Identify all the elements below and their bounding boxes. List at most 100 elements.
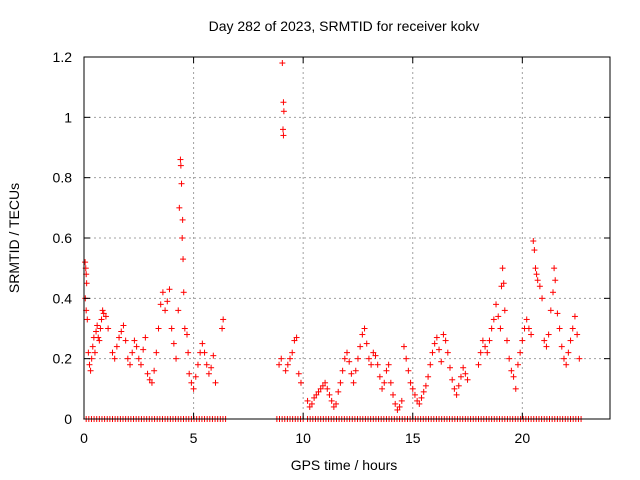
data-point bbox=[550, 289, 557, 296]
data-point bbox=[464, 376, 471, 383]
data-point bbox=[157, 301, 164, 308]
data-point bbox=[118, 328, 125, 335]
data-point bbox=[98, 316, 105, 323]
data-point bbox=[405, 367, 412, 374]
data-point bbox=[508, 367, 515, 374]
data-point bbox=[429, 349, 436, 356]
data-point bbox=[484, 349, 491, 356]
data-point bbox=[403, 355, 410, 362]
data-point bbox=[324, 385, 331, 392]
data-point bbox=[144, 370, 151, 377]
data-point bbox=[194, 361, 201, 368]
data-point bbox=[280, 108, 287, 115]
data-point bbox=[363, 340, 370, 347]
data-point bbox=[289, 349, 296, 356]
data-point bbox=[192, 373, 199, 380]
data-point bbox=[279, 60, 286, 67]
data-point bbox=[442, 337, 449, 344]
data-point bbox=[498, 283, 505, 290]
data-point bbox=[297, 379, 304, 386]
data-point bbox=[346, 358, 353, 365]
data-point bbox=[203, 361, 210, 368]
data-point bbox=[94, 322, 101, 329]
data-point bbox=[385, 361, 392, 368]
data-point bbox=[482, 343, 489, 350]
data-point bbox=[352, 367, 359, 374]
data-point bbox=[293, 334, 300, 341]
data-point bbox=[133, 343, 140, 350]
data-point bbox=[418, 394, 425, 401]
data-point bbox=[291, 337, 298, 344]
data-point bbox=[523, 316, 530, 323]
data-point bbox=[409, 385, 416, 392]
data-point bbox=[436, 346, 443, 353]
data-point bbox=[477, 349, 484, 356]
data-point bbox=[545, 331, 552, 338]
data-point bbox=[175, 307, 182, 314]
data-point bbox=[120, 322, 127, 329]
y-tick-label: 1.2 bbox=[53, 49, 73, 65]
data-point bbox=[335, 388, 342, 395]
data-point bbox=[127, 361, 134, 368]
data-point bbox=[205, 370, 212, 377]
data-point bbox=[140, 346, 147, 353]
data-point bbox=[82, 259, 89, 266]
axis-ticks: 0 5 10 15 20 0 0.2 0.4 0.6 0.8 1 1.2 bbox=[53, 49, 610, 446]
data-point bbox=[284, 361, 291, 368]
data-point bbox=[394, 406, 401, 413]
data-point bbox=[109, 349, 116, 356]
data-point bbox=[534, 277, 541, 284]
data-point bbox=[551, 265, 558, 272]
x-tick-label: 5 bbox=[190, 430, 198, 446]
data-point bbox=[479, 337, 486, 344]
data-point bbox=[512, 385, 519, 392]
data-point bbox=[276, 361, 283, 368]
data-point bbox=[304, 397, 311, 404]
data-point bbox=[317, 385, 324, 392]
data-point bbox=[96, 337, 103, 344]
data-point bbox=[495, 313, 502, 320]
data-point bbox=[517, 349, 524, 356]
chart-title: Day 282 of 2023, SRMTID for receiver kok… bbox=[209, 18, 480, 34]
data-point bbox=[455, 382, 462, 389]
data-point bbox=[449, 376, 456, 383]
data-point bbox=[365, 355, 372, 362]
data-point bbox=[188, 379, 195, 386]
data-point bbox=[89, 343, 96, 350]
data-point bbox=[376, 373, 383, 380]
data-point bbox=[500, 280, 507, 287]
data-point bbox=[493, 301, 500, 308]
data-point bbox=[536, 283, 543, 290]
data-point bbox=[531, 247, 538, 254]
data-point bbox=[567, 337, 574, 344]
x-tick-label: 15 bbox=[405, 430, 421, 446]
data-point bbox=[311, 394, 318, 401]
data-point bbox=[396, 403, 403, 410]
data-point bbox=[563, 361, 570, 368]
data-point bbox=[178, 180, 185, 187]
data-point bbox=[129, 349, 136, 356]
data-point bbox=[383, 367, 390, 374]
data-point bbox=[208, 364, 215, 371]
data-point bbox=[359, 331, 366, 338]
data-point bbox=[328, 397, 335, 404]
data-point bbox=[447, 364, 454, 371]
data-point bbox=[554, 310, 561, 317]
data-point bbox=[173, 355, 180, 362]
data-point bbox=[462, 370, 469, 377]
data-point bbox=[91, 349, 98, 356]
data-point bbox=[416, 400, 423, 407]
data-point bbox=[348, 370, 355, 377]
data-point bbox=[528, 331, 535, 338]
data-point bbox=[137, 361, 144, 368]
data-point bbox=[100, 310, 107, 317]
data-point bbox=[414, 397, 421, 404]
data-point bbox=[179, 235, 186, 241]
data-point bbox=[392, 400, 399, 407]
data-point bbox=[220, 316, 227, 323]
data-point bbox=[162, 307, 169, 314]
data-point bbox=[105, 325, 112, 332]
data-point bbox=[151, 367, 158, 374]
data-point bbox=[381, 379, 388, 386]
data-point bbox=[186, 370, 193, 377]
